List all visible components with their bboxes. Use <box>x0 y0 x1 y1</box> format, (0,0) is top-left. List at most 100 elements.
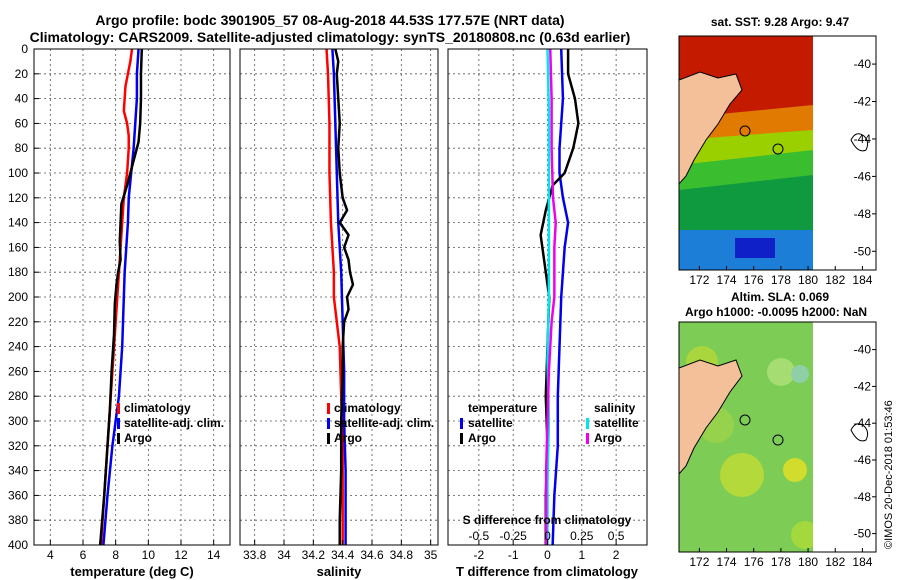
x-tick-label: 12 <box>174 548 188 562</box>
difference-panel: -2 -1 0 1 2 -0.5 -0.25 0 0.25 0.5 T difference f… <box>447 48 648 579</box>
x-tick-label: -1 <box>508 548 519 562</box>
y-tick-label: 260 <box>8 364 28 378</box>
map-x-tick-label: 174 <box>717 273 737 287</box>
sla-map-title-2: Argo h1000: -0.0095 h2000: NaN <box>685 305 867 319</box>
salinity-panel: 33.8 34 34.2 34.4 34.6 34.8 35 salinity climat… <box>239 48 439 579</box>
temperature-panel: 4 6 8 10 12 14 0 20 40 60 80 100 120 140 160 180 200 220… <box>8 42 231 579</box>
sst-map-panel: sat. SST: 9.28 Argo: 9.47 172 174 176 178 18… <box>678 15 877 287</box>
x-tick-label: 0 <box>544 548 551 562</box>
legend-climatology: climatology <box>124 401 191 415</box>
legend-swatch-satellite <box>117 418 120 429</box>
difference-x-label: T difference from climatology <box>456 564 639 579</box>
salinity-difference-ticks: -0.5 -0.25 0 0.25 0.5 <box>469 529 625 543</box>
legend-salinity-heading: salinity <box>594 401 636 415</box>
x-tick-label: 2 <box>613 548 620 562</box>
map-x-tick-label: 182 <box>825 555 845 569</box>
y-tick-label: 140 <box>8 216 28 230</box>
map-y-tick-label: -42 <box>854 95 872 109</box>
salinity-frame <box>239 48 439 546</box>
depth-y-ticks: 0 20 40 60 80 100 120 140 160 180 200 220 240 260 280 3… <box>8 42 39 552</box>
salinity-x-label: salinity <box>317 564 363 579</box>
sla-chatham-island <box>850 423 869 442</box>
legend-argo: Argo <box>334 431 362 445</box>
legend-temperature-heading: temperature <box>468 401 538 415</box>
sla-argo-marker <box>739 414 751 426</box>
x-tick-label: 33.8 <box>243 548 267 562</box>
legend-swatch-temp-satellite <box>460 418 463 429</box>
legend-swatch-sal-argo <box>586 433 589 444</box>
map-y-tick-label: -46 <box>854 453 872 467</box>
y-tick-label: 380 <box>8 513 28 527</box>
x-tick-label: 35 <box>424 548 438 562</box>
difference-series <box>539 48 580 546</box>
x-tick-label: 34.6 <box>360 548 384 562</box>
map-y-tick-label: -40 <box>854 343 872 357</box>
y-tick-label: 220 <box>8 315 28 329</box>
s-tick-label: 0.5 <box>608 529 625 543</box>
sst-front-green <box>679 150 813 190</box>
sla-map-frame <box>678 321 877 553</box>
x-tick-label: -2 <box>474 548 485 562</box>
s-tick-label: 0 <box>544 529 551 543</box>
x-tick-label: 8 <box>112 548 119 562</box>
x-tick-label: 14 <box>207 548 221 562</box>
sla-map-panel: Altim. SLA: 0.069 Argo h1000: -0.0095 h2… <box>678 290 877 569</box>
sst-map-y-ticks: -40 -42 -44 -46 -48 -50 <box>854 57 876 258</box>
map-y-tick-label: -48 <box>854 207 872 221</box>
figure-title-line-2: Climatology: CARS2009. Satellite-adjuste… <box>29 29 631 45</box>
map-x-tick-label: 172 <box>689 555 709 569</box>
sla-eddy-2 <box>767 358 795 386</box>
y-tick-label: 20 <box>15 67 29 81</box>
sst-north-island-land <box>679 71 743 185</box>
sla-map-title-1: Altim. SLA: 0.069 <box>731 290 829 304</box>
legend-temp-satellite: satellite <box>468 416 513 430</box>
salinity-grid <box>240 49 438 545</box>
imos-watermark: ©IMOS 20-Dec-2018 01:53:46 <box>883 400 895 549</box>
y-tick-label: 320 <box>8 439 28 453</box>
y-tick-label: 360 <box>8 488 28 502</box>
sst-map-title: sat. SST: 9.28 Argo: 9.47 <box>711 15 850 29</box>
map-x-tick-label: 182 <box>825 273 845 287</box>
map-y-tick-label: -46 <box>854 169 872 183</box>
y-tick-label: 240 <box>8 340 28 354</box>
difference-x-ticks: -2 -1 0 1 2 <box>474 540 620 562</box>
map-y-tick-label: -50 <box>854 527 872 541</box>
legend-climatology: climatology <box>334 401 401 415</box>
map-y-tick-label: -42 <box>854 379 872 393</box>
series-temperature-satellite <box>551 48 570 546</box>
temperature-grid <box>34 49 230 545</box>
legend-argo: Argo <box>124 431 152 445</box>
y-tick-label: 180 <box>8 265 28 279</box>
map-x-tick-label: 178 <box>771 555 791 569</box>
map-x-tick-label: 176 <box>744 555 764 569</box>
salinity-series <box>325 48 355 545</box>
legend-satellite-adj-clim: satellite-adj. clim. <box>124 416 224 430</box>
x-tick-label: 1 <box>578 548 585 562</box>
sst-map-frame <box>678 35 877 271</box>
legend-temp-argo: Argo <box>468 431 496 445</box>
x-tick-label: 34.8 <box>390 548 414 562</box>
y-tick-label: 60 <box>15 116 29 130</box>
map-x-tick-label: 178 <box>771 273 791 287</box>
series-argo <box>334 48 355 545</box>
sst-field <box>679 36 813 270</box>
s-tick-label: -0.25 <box>500 529 528 543</box>
legend-swatch-satellite <box>327 418 330 429</box>
temperature-x-ticks: 4 6 8 10 12 14 <box>47 540 221 562</box>
map-y-tick-label: -40 <box>854 57 872 71</box>
legend-swatch-argo <box>327 433 330 444</box>
y-tick-label: 100 <box>8 166 28 180</box>
sla-north-island-land <box>679 359 743 475</box>
series-satellite-adj-clim- <box>102 48 140 546</box>
x-tick-label: 34 <box>277 548 291 562</box>
legend-sal-satellite: satellite <box>594 416 639 430</box>
map-x-tick-label: 184 <box>852 555 872 569</box>
legend-swatch-climatology <box>327 403 330 414</box>
y-tick-label: 160 <box>8 240 28 254</box>
s-tick-label: 0.25 <box>570 529 594 543</box>
series-salinity-argo <box>544 48 557 545</box>
y-tick-label: 340 <box>8 464 28 478</box>
map-x-tick-label: 172 <box>689 273 709 287</box>
sla-map-x-ticks: 172 174 176 178 180 182 184 <box>689 548 873 569</box>
s-tick-label: -0.5 <box>469 529 490 543</box>
